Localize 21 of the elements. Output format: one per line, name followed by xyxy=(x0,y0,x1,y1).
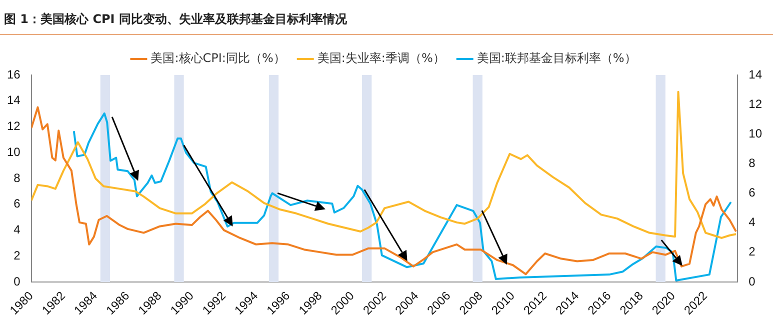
legend-label: 美国:失业率:季调（%） xyxy=(317,51,445,66)
y2-tick-label: 12 xyxy=(748,96,762,111)
legend-label: 美国:联邦基金目标利率（%） xyxy=(476,51,636,66)
y-tick-label: 12 xyxy=(6,119,21,134)
y2-tick-label: 4 xyxy=(748,215,756,230)
chart-title: 图 1：美国核心 CPI 同比变动、失业率及联邦基金目标利率情况 xyxy=(0,0,773,35)
y2-tick-label: 8 xyxy=(748,156,756,170)
y2-tick-label: 14 xyxy=(748,67,762,82)
y-tick-label: 16 xyxy=(6,67,21,82)
y-tick-label: 14 xyxy=(6,93,21,108)
y2-tick-label: 0 xyxy=(748,274,756,288)
y-tick-label: 2 xyxy=(14,248,21,262)
y-tick-label: 0 xyxy=(14,274,21,288)
y-tick-label: 8 xyxy=(14,170,21,185)
y-tick-label: 10 xyxy=(6,144,21,159)
y-tick-label: 6 xyxy=(14,196,21,211)
y2-tick-label: 6 xyxy=(748,186,756,200)
y2-tick-label: 10 xyxy=(748,126,762,140)
y2-tick-label: 2 xyxy=(748,244,756,259)
y-tick-label: 4 xyxy=(14,222,21,237)
legend-label: 美国:核心CPI:同比（%） xyxy=(150,51,286,66)
